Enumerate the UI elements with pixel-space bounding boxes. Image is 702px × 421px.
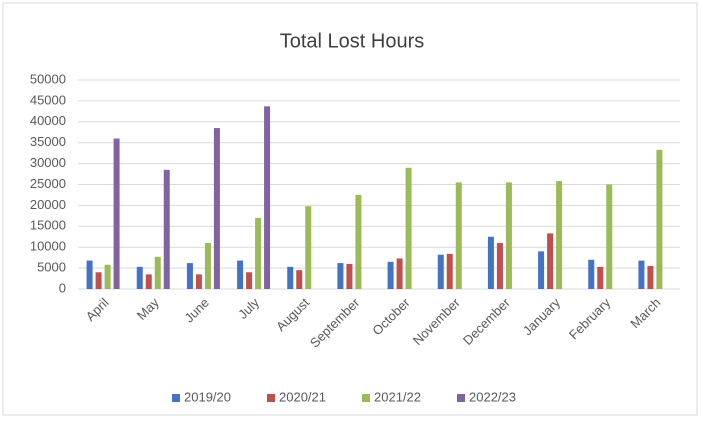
bar [204, 243, 211, 289]
bar [656, 149, 663, 289]
bar [597, 266, 604, 289]
bar [255, 217, 262, 289]
bar [446, 253, 453, 289]
legend-swatch [362, 394, 370, 402]
bar [95, 272, 102, 289]
bar [505, 182, 512, 289]
bar [455, 182, 462, 289]
bar [287, 266, 294, 289]
legend-label: 2019/20 [184, 389, 231, 404]
bar [606, 184, 613, 289]
y-tick-label: 35000 [30, 134, 66, 149]
y-tick-label: 45000 [30, 92, 66, 107]
legend-label: 2020/21 [279, 389, 326, 404]
legend-swatch [457, 394, 465, 402]
bar [186, 263, 193, 289]
y-tick-label: 5000 [37, 260, 66, 275]
y-tick-label: 15000 [30, 218, 66, 233]
bar [647, 266, 654, 289]
y-tick-label: 20000 [30, 197, 66, 212]
bar [296, 270, 303, 289]
bar [246, 272, 253, 289]
bar [396, 258, 403, 289]
bar [346, 263, 353, 289]
bar [145, 274, 152, 289]
y-tick-label: 30000 [30, 155, 66, 170]
bar [136, 266, 143, 289]
bar [305, 206, 312, 289]
bar [588, 259, 595, 289]
bar [355, 194, 362, 289]
bar [113, 138, 120, 289]
bar [405, 167, 412, 289]
bar [496, 243, 503, 289]
y-tick-label: 10000 [30, 239, 66, 254]
bar [237, 260, 244, 289]
bar [163, 169, 170, 289]
bar [104, 264, 111, 289]
bar [638, 260, 645, 289]
legend-label: 2021/22 [374, 389, 421, 404]
legend-label: 2022/23 [469, 389, 516, 404]
bar [195, 274, 202, 289]
bar [387, 261, 394, 289]
chart-title: Total Lost Hours [280, 30, 425, 52]
bar [437, 254, 444, 289]
legend-swatch [172, 394, 180, 402]
bar [538, 251, 545, 289]
chart-frame [2, 2, 698, 416]
bar [556, 181, 563, 289]
y-tick-label: 50000 [30, 71, 66, 86]
bar [547, 233, 554, 289]
y-tick-label: 0 [59, 280, 66, 295]
bar [487, 236, 494, 289]
bar [213, 128, 220, 289]
bar [86, 260, 93, 289]
bar [264, 106, 271, 289]
bar [154, 256, 161, 289]
bar [337, 263, 344, 289]
y-tick-label: 40000 [30, 113, 66, 128]
y-tick-label: 25000 [30, 176, 66, 191]
legend-swatch [267, 394, 275, 402]
